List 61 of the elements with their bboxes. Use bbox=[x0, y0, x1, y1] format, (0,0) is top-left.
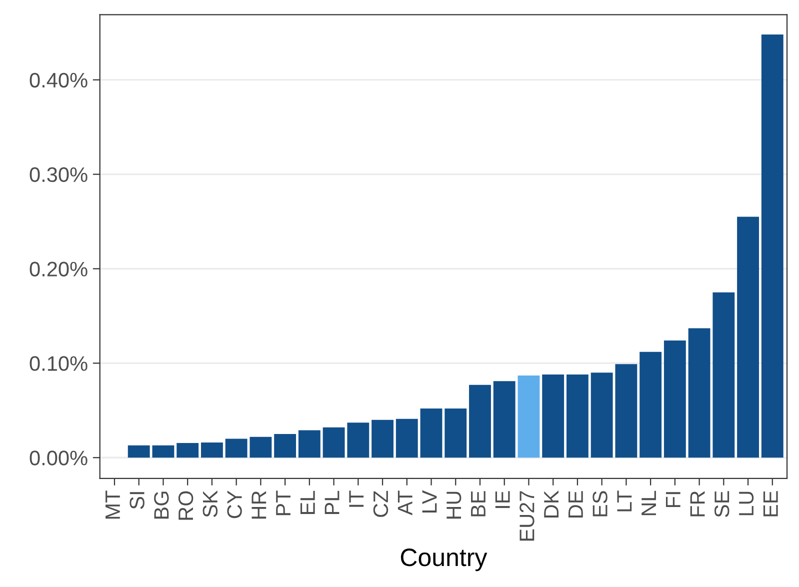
bar bbox=[347, 422, 370, 458]
x-tick-label: IE bbox=[495, 491, 510, 508]
x-tick-label: FI bbox=[666, 492, 680, 508]
bar bbox=[590, 372, 613, 458]
x-tick-label: EL bbox=[300, 490, 315, 514]
bar bbox=[225, 438, 248, 458]
bar bbox=[128, 445, 150, 458]
bar bbox=[664, 340, 686, 458]
bar bbox=[372, 420, 394, 458]
bar bbox=[493, 381, 516, 458]
x-tick-label: RO bbox=[178, 491, 194, 520]
y-tick-label: 0.40% bbox=[30, 72, 88, 88]
bar bbox=[615, 364, 638, 458]
bar bbox=[737, 216, 759, 458]
y-tick-label: 0.10% bbox=[30, 356, 88, 371]
bar bbox=[396, 418, 418, 458]
bar bbox=[298, 430, 320, 458]
bar bbox=[444, 408, 467, 458]
bar bbox=[200, 442, 223, 458]
bar bbox=[469, 384, 491, 458]
x-tick-label: LU bbox=[739, 492, 754, 516]
x-tick-label: BE bbox=[471, 491, 486, 516]
bar bbox=[250, 436, 272, 458]
x-tick-label: HR bbox=[252, 491, 266, 519]
x-tick-label: DE bbox=[568, 491, 583, 518]
x-tick-label: FR bbox=[690, 491, 705, 516]
x-tick-label: DK bbox=[544, 490, 558, 518]
bar bbox=[761, 34, 784, 458]
x-tick-label: PL bbox=[324, 490, 340, 514]
bar bbox=[176, 442, 199, 458]
bar bbox=[420, 408, 442, 458]
x-tick-label: EE bbox=[763, 491, 778, 516]
x-tick-label: LV bbox=[422, 490, 437, 512]
x-tick-label: PT bbox=[276, 490, 290, 516]
y-tick-label: 0.20% bbox=[30, 262, 88, 276]
bar bbox=[542, 374, 564, 458]
bar bbox=[566, 374, 588, 458]
x-tick-label: AT bbox=[398, 490, 412, 516]
x-axis-title: Country bbox=[400, 548, 488, 572]
x-tick-label: CY bbox=[227, 490, 242, 518]
x-tick-label: SK bbox=[202, 490, 218, 518]
y-tick-label: 0.00% bbox=[30, 450, 88, 466]
x-tick-label: MT bbox=[106, 490, 120, 519]
y-tick-label: 0.30% bbox=[30, 167, 88, 182]
x-tick-label: CZ bbox=[373, 490, 388, 517]
bar bbox=[688, 328, 710, 458]
bar bbox=[274, 434, 296, 458]
bar bbox=[322, 427, 345, 458]
bar bbox=[712, 292, 735, 458]
x-tick-label: BG bbox=[154, 492, 169, 519]
x-tick-label: SE bbox=[714, 491, 730, 518]
bar bbox=[518, 375, 540, 458]
bar bbox=[152, 445, 174, 458]
x-tick-label: IT bbox=[349, 490, 364, 507]
x-tick-label: NL bbox=[642, 490, 656, 516]
bar bbox=[640, 352, 662, 458]
x-tick-label: EU27 bbox=[520, 491, 534, 541]
x-tick-label: HU bbox=[446, 492, 462, 519]
x-tick-label: SI bbox=[130, 492, 144, 509]
x-tick-label: LT bbox=[617, 490, 632, 512]
x-tick-label: ES bbox=[592, 491, 608, 516]
